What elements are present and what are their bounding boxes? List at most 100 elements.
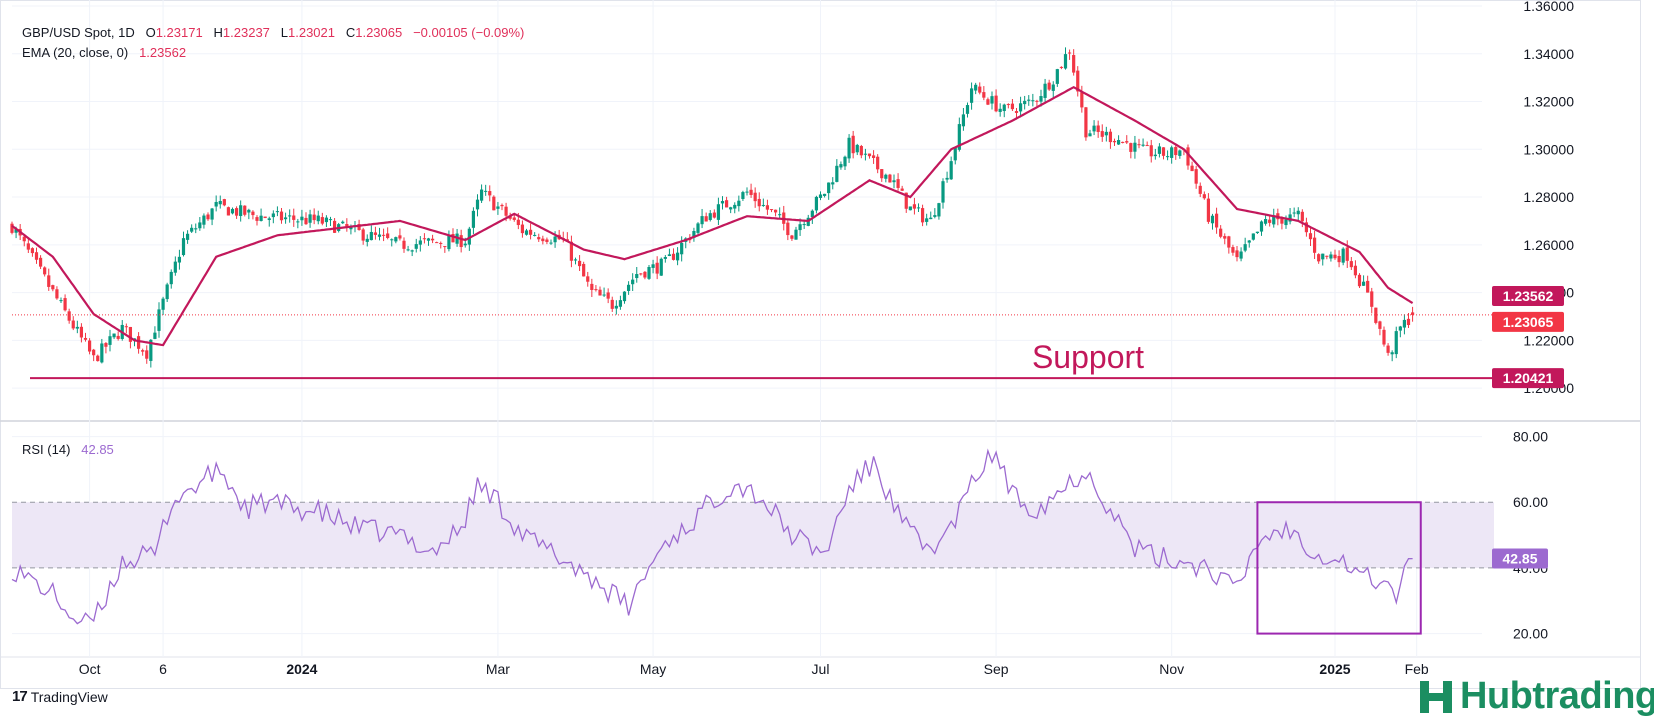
tradingview-text: TradingView (30, 688, 108, 705)
candle-body (1304, 222, 1309, 233)
candle-body (528, 229, 533, 235)
candle-body (1116, 140, 1121, 145)
candle-body (765, 205, 770, 210)
candle-body (1023, 100, 1027, 105)
candle-body (26, 243, 30, 250)
candle-body (83, 337, 88, 340)
candle-body (1104, 131, 1108, 136)
candle-body (912, 204, 917, 209)
candle-body (1039, 96, 1043, 102)
candle-body (1080, 92, 1084, 108)
candle-body (994, 95, 998, 112)
candle-body (929, 217, 933, 220)
candle-body (484, 190, 488, 192)
candle-body (488, 191, 492, 196)
candle-body (1280, 216, 1284, 224)
candle-body (1219, 228, 1223, 237)
candle-body (1321, 253, 1325, 260)
candle-body (1231, 247, 1235, 253)
candle-body (949, 161, 953, 180)
candle-body (1284, 219, 1288, 226)
candle-body (1239, 251, 1243, 259)
candle-body (463, 243, 467, 246)
candle-body (1055, 69, 1059, 84)
candle-body (933, 215, 937, 217)
candle-body (435, 242, 439, 244)
candle-body (965, 105, 970, 114)
candle-body (769, 209, 774, 211)
candle-body (479, 189, 484, 201)
candle-body (386, 233, 390, 238)
candle-body (986, 99, 990, 105)
candle-body (136, 336, 141, 349)
candle-body (974, 84, 978, 91)
candle-body (259, 215, 263, 221)
x-tick-label: 6 (159, 661, 167, 677)
ema-line (11, 85, 1414, 347)
candle-body (161, 298, 165, 310)
candle-body (957, 124, 961, 150)
candle-body (324, 217, 329, 223)
candle-body (177, 256, 182, 263)
candle-body (263, 216, 267, 219)
rsi-pane (11, 448, 1494, 635)
candle-body (394, 237, 398, 242)
candle-body (884, 174, 888, 179)
support-annotation: Support (1032, 339, 1144, 375)
candle-body (969, 88, 974, 103)
candle-body (116, 335, 120, 339)
candle-body (871, 155, 876, 158)
candle-body (475, 199, 480, 210)
candle-body (1398, 326, 1402, 331)
candle-body (1047, 82, 1051, 90)
candle-body (459, 235, 463, 248)
candle-body (75, 326, 79, 329)
candle-body (577, 260, 582, 267)
candle-body (814, 196, 819, 211)
low-label: L (280, 25, 288, 40)
candle-body (508, 216, 512, 219)
candle-body (647, 267, 651, 279)
candle-body (1247, 240, 1251, 243)
candle-body (214, 201, 218, 207)
candle-body (316, 215, 320, 222)
candle-body (38, 257, 43, 267)
candle-body (1059, 66, 1064, 68)
candle-body (251, 211, 255, 216)
candle-body (1259, 221, 1264, 232)
candle-body (643, 271, 647, 278)
candle-body (998, 108, 1002, 112)
candle-body (1410, 312, 1415, 315)
candle-body (876, 156, 880, 170)
candle-body (541, 238, 545, 242)
candle-body (724, 200, 729, 208)
candle-body (406, 249, 410, 251)
candle-body (1345, 247, 1349, 261)
candle-body (606, 292, 610, 299)
ema-legend: EMA (20, close, 0) 1.23562 (22, 45, 186, 60)
candle-body (1406, 318, 1411, 326)
candle-body (504, 206, 508, 216)
candle-body (381, 234, 386, 236)
candle-body (230, 208, 235, 214)
candle-body (1112, 140, 1117, 143)
close-label: C (345, 25, 356, 40)
candle-body (704, 216, 708, 222)
candle-body (1165, 156, 1170, 158)
candle-body (1366, 280, 1370, 293)
candle-body (149, 339, 153, 361)
candle-body (651, 264, 655, 268)
candle-body (741, 192, 745, 199)
candle-body (831, 182, 835, 185)
x-tick-label: Mar (486, 661, 510, 677)
candle-body (1235, 250, 1239, 258)
candle-body (827, 182, 831, 194)
candle-body (839, 164, 843, 168)
candle-body (745, 191, 749, 193)
candle-body (1084, 107, 1088, 138)
candle-body (79, 326, 84, 338)
candle-body (1206, 198, 1211, 222)
candle-body (1088, 133, 1092, 137)
candle-body (937, 203, 941, 217)
